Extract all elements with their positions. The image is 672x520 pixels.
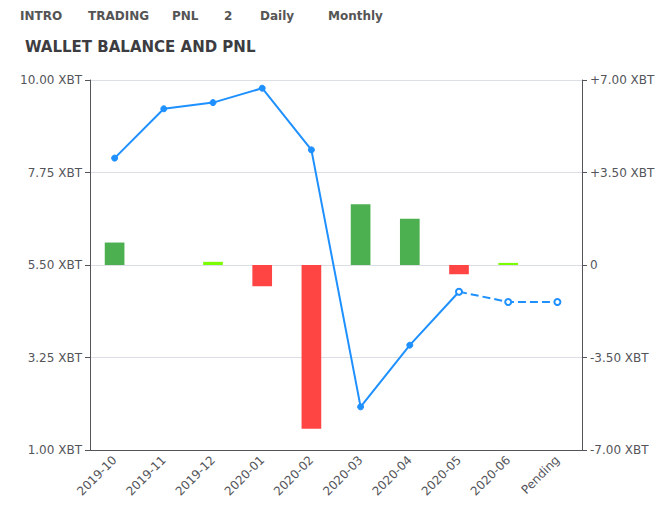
- svg-text:-7.00 XBT: -7.00 XBT: [590, 443, 649, 457]
- svg-text:10.00 XBT: 10.00 XBT: [20, 73, 83, 87]
- svg-text:1.00 XBT: 1.00 XBT: [28, 443, 83, 457]
- svg-text:+3.50 XBT: +3.50 XBT: [590, 166, 655, 180]
- svg-text:Daily: Daily: [260, 9, 294, 23]
- svg-text:2020-02: 2020-02: [271, 453, 316, 498]
- svg-text:2019-12: 2019-12: [173, 453, 218, 498]
- svg-text:INTRO: INTRO: [20, 9, 62, 23]
- svg-text:Pending: Pending: [519, 453, 563, 497]
- svg-text:TRADING: TRADING: [88, 9, 149, 23]
- svg-text:+7.00 XBT: +7.00 XBT: [590, 73, 655, 87]
- svg-text:7.75 XBT: 7.75 XBT: [28, 166, 83, 180]
- svg-text:2019-11: 2019-11: [123, 453, 168, 498]
- svg-text:2: 2: [224, 9, 232, 23]
- svg-text:3.25 XBT: 3.25 XBT: [28, 351, 83, 365]
- svg-text:2020-05: 2020-05: [419, 453, 464, 498]
- svg-text:2019-10: 2019-10: [74, 453, 119, 498]
- svg-text:Monthly: Monthly: [328, 9, 383, 23]
- svg-text:2020-03: 2020-03: [320, 453, 365, 498]
- svg-text:2020-04: 2020-04: [369, 453, 414, 498]
- svg-text:2020-06: 2020-06: [468, 453, 513, 498]
- svg-text:0: 0: [590, 258, 598, 272]
- svg-text:2020-01: 2020-01: [222, 453, 267, 498]
- svg-text:WALLET BALANCE AND PNL: WALLET BALANCE AND PNL: [25, 38, 256, 56]
- svg-text:-3.50 XBT: -3.50 XBT: [590, 351, 649, 365]
- svg-text:5.50 XBT: 5.50 XBT: [28, 258, 83, 272]
- svg-text:PNL: PNL: [172, 9, 199, 23]
